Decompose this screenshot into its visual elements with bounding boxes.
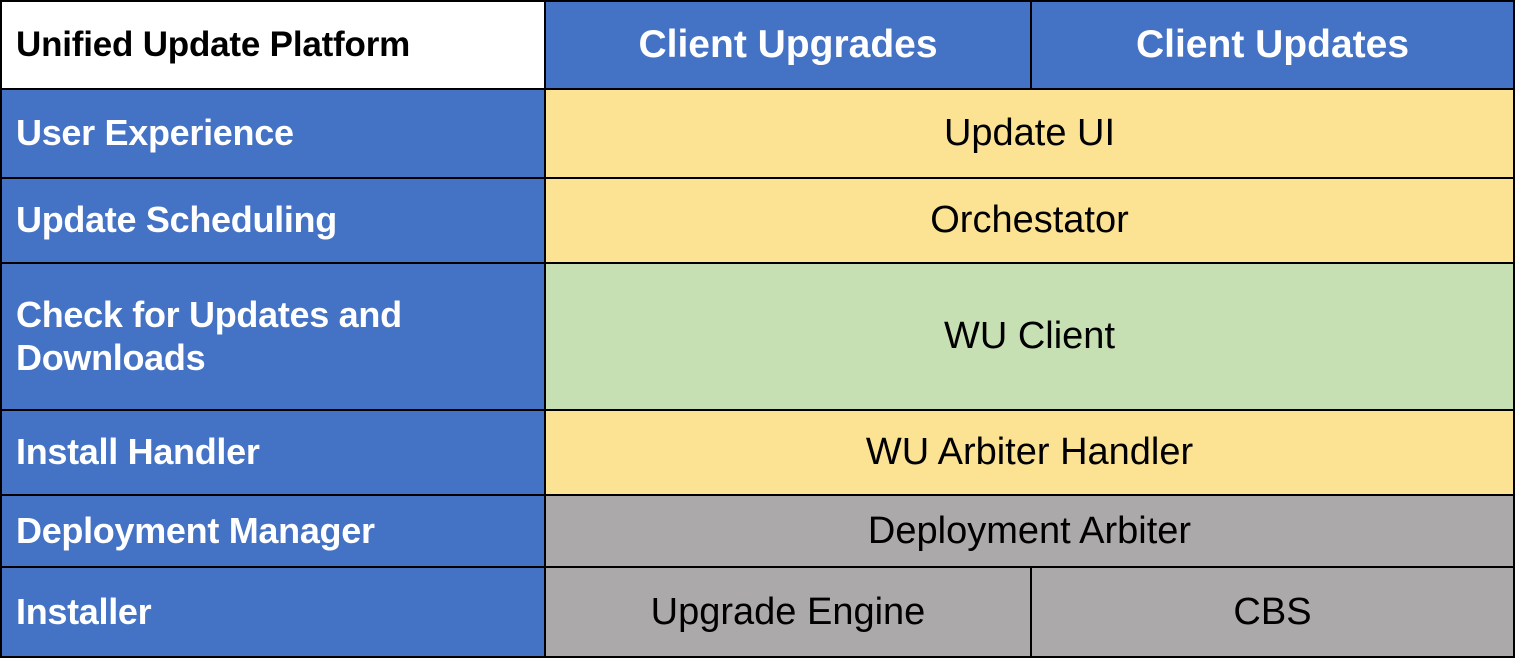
component-orchestator: Orchestator [544,177,1515,264]
row-label-update-scheduling: Update Scheduling [0,177,546,264]
row-label-install-handler: Install Handler [0,409,546,496]
table-row: Install Handler WU Arbiter Handler [0,409,1515,496]
table-row: Deployment Manager Deployment Arbiter [0,494,1515,568]
row-label-check-for-updates-and-downloads: Check for Updates and Downloads [0,262,546,411]
row-label-installer: Installer [0,566,546,658]
table-row: Update Scheduling Orchestator [0,177,1515,264]
page-title: Unified Update Platform [0,0,546,90]
component-wu-arbiter-handler: WU Arbiter Handler [544,409,1515,496]
column-header-client-updates: Client Updates [1030,0,1515,90]
column-header-client-upgrades: Client Upgrades [544,0,1032,90]
component-wu-client: WU Client [544,262,1515,411]
table-row: Installer Upgrade Engine CBS [0,566,1515,658]
table-row: Check for Updates and Downloads WU Clien… [0,262,1515,411]
component-deployment-arbiter: Deployment Arbiter [544,494,1515,568]
component-update-ui: Update UI [544,88,1515,179]
row-label-deployment-manager: Deployment Manager [0,494,546,568]
component-upgrade-engine: Upgrade Engine [544,566,1032,658]
table-row: User Experience Update UI [0,88,1515,179]
component-cbs: CBS [1030,566,1515,658]
table-header-row: Unified Update Platform Client Upgrades … [0,0,1515,90]
row-label-user-experience: User Experience [0,88,546,179]
